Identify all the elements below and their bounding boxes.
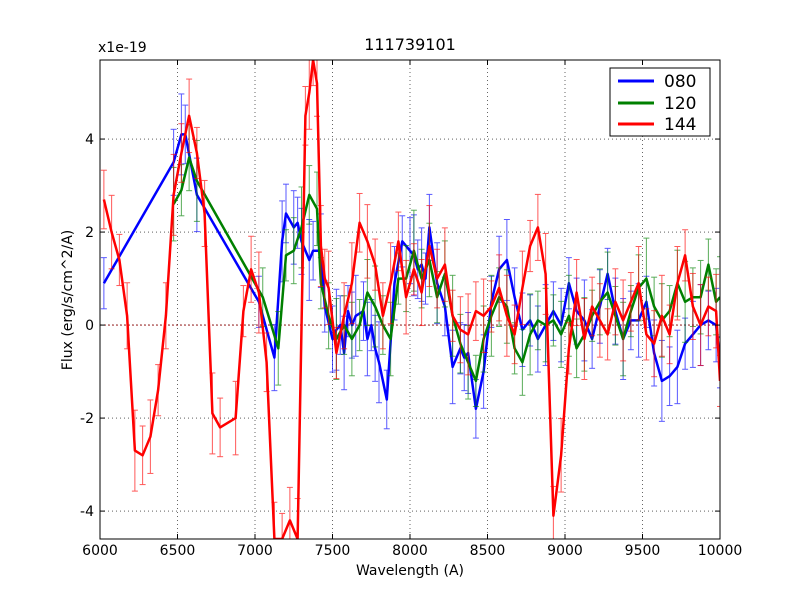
legend: 080 120 144 [609,67,711,137]
x-tick-label: 7000 [237,543,273,559]
y-axis-label: Flux (erg/s/cm^2/A) [60,230,76,370]
y-tick-label: -2 [80,411,94,427]
x-tick-label: 8500 [470,543,506,559]
x-axis-label: Wavelength (A) [356,563,464,579]
y-tick-label: 4 [85,132,94,148]
plot-area [100,60,720,539]
series-144 [100,60,720,539]
legend-label-144: 144 [664,115,696,135]
legend-label-080: 080 [664,72,696,92]
y-tick-label: -4 [80,504,94,520]
x-tick-label: 8000 [392,543,428,559]
x-tick-label: 10000 [698,543,743,559]
x-tick-label: 9000 [547,543,583,559]
x-tick-label: 9500 [625,543,661,559]
x-tick-label: 6000 [82,543,118,559]
series-line-080 [102,133,720,411]
y-scale-label: x1e-19 [98,40,147,56]
y-tick-label: 0 [85,318,94,334]
series-line-120 [172,156,720,383]
x-tick-label: 6500 [160,543,196,559]
series-line-144 [102,60,720,539]
legend-label-120: 120 [664,94,696,114]
series-layer [100,60,720,539]
ticks: 6000 6500 7000 7500 8000 8500 9000 9500 10000 -4 -… [80,60,742,559]
y-tick-label: 2 [85,225,94,241]
chart-title: 111739101 [364,35,456,54]
x-tick-label: 7500 [315,543,351,559]
